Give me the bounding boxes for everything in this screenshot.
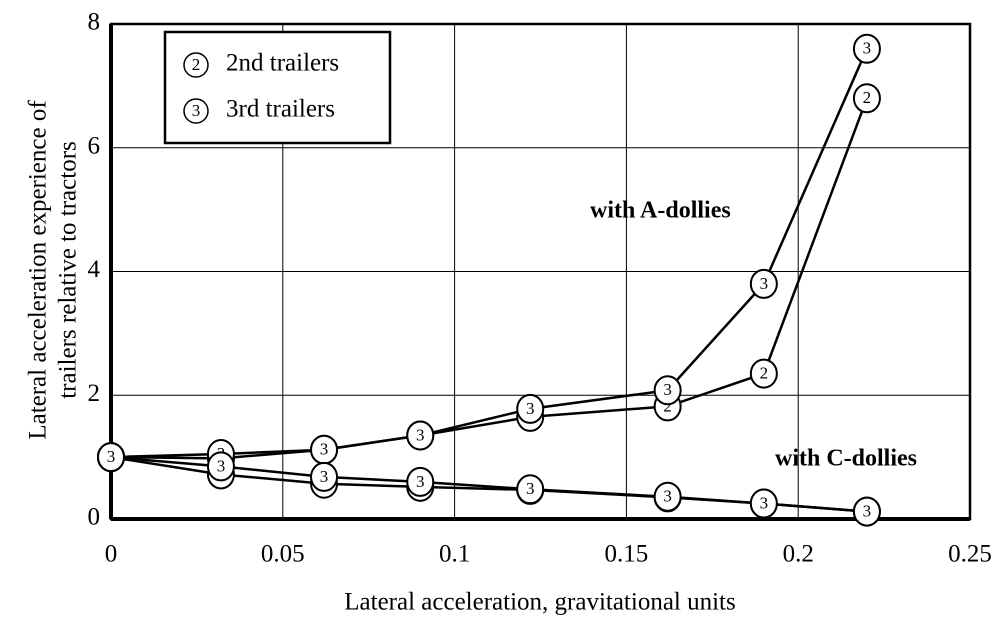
point-marker — [852, 83, 881, 114]
series-line — [110, 455, 868, 513]
x-tick-label: 0.05 — [261, 541, 305, 568]
point-marker-label: 3 — [663, 487, 672, 506]
legend-marker — [183, 52, 209, 78]
point-marker — [749, 358, 778, 389]
legend-label: 3rd trailers — [226, 96, 335, 123]
point-marker-label: 3 — [863, 39, 872, 58]
point-marker — [749, 488, 778, 519]
point-marker-label: 3 — [863, 501, 872, 520]
series-line — [110, 97, 869, 460]
y-tick-label: 0 — [88, 504, 101, 531]
x-tick-label: 0.2 — [783, 541, 814, 568]
y-axis-label-line: Lateral acceleration experience of — [25, 100, 52, 440]
point-marker — [852, 33, 881, 64]
point-marker-label: 3 — [663, 380, 672, 399]
point-marker — [516, 474, 545, 505]
point-marker-label: 2 — [863, 88, 872, 107]
point-marker-label: 3 — [760, 274, 769, 293]
point-marker-label: 3 — [320, 467, 329, 486]
legend-marker-label: 3 — [192, 101, 201, 120]
point-marker — [653, 375, 682, 406]
y-tick-label: 8 — [88, 9, 101, 36]
legend-label: 2nd trailers — [226, 50, 339, 77]
x-tick-label: 0 — [105, 541, 118, 568]
point-marker — [852, 496, 881, 527]
point-marker — [516, 393, 545, 424]
y-tick-label: 4 — [88, 256, 101, 283]
point-marker — [749, 268, 778, 299]
y-tick-label: 2 — [88, 380, 101, 407]
y-axis-label: Lateral acceleration experience of trail… — [25, 100, 82, 440]
point-marker-label: 3 — [526, 399, 535, 418]
legend-box — [163, 30, 392, 145]
annotation: with C-dollies — [775, 446, 917, 472]
point-marker-label: 3 — [217, 456, 226, 475]
x-tick-label: 0.15 — [605, 541, 649, 568]
annotation: with A-dollies — [590, 198, 731, 224]
point-marker — [406, 466, 435, 497]
point-marker — [310, 461, 339, 492]
point-marker-label: 3 — [416, 472, 425, 491]
legend-marker-label: 2 — [192, 55, 201, 74]
point-marker-label: 3 — [320, 440, 329, 459]
point-marker-label: 3 — [416, 425, 425, 444]
x-axis-label: Lateral acceleration, gravitational unit… — [344, 589, 735, 616]
point-marker — [653, 481, 682, 512]
point-marker — [206, 451, 235, 482]
point-marker-label: 3 — [107, 447, 116, 466]
y-tick-label: 6 — [88, 132, 101, 159]
series-line — [110, 48, 869, 459]
y-axis-label-line: trailers relative to tractors — [55, 141, 82, 399]
point-marker-label: 2 — [663, 396, 672, 415]
point-marker-label: 3 — [526, 479, 535, 498]
x-tick-label: 0.25 — [948, 541, 992, 568]
point-marker-label: 2 — [760, 364, 769, 383]
point-marker — [406, 420, 435, 451]
point-marker — [97, 442, 125, 473]
x-tick-label: 0.1 — [439, 541, 470, 568]
point-marker-label: 3 — [760, 493, 769, 512]
legend-marker — [183, 98, 209, 124]
